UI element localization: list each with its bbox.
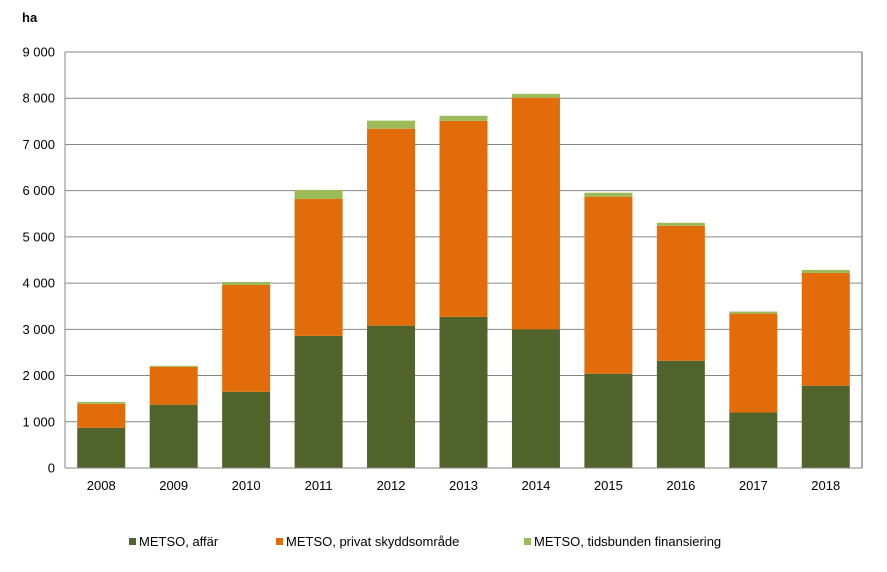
bar-segment-2015-series-1 bbox=[584, 196, 633, 374]
x-tick-label: 2015 bbox=[594, 478, 623, 493]
legend-swatch bbox=[129, 538, 136, 545]
bar-segment-2008-series-1 bbox=[77, 403, 126, 428]
bar-segment-2010-series-1 bbox=[222, 284, 271, 392]
x-tick-label: 2017 bbox=[739, 478, 768, 493]
bar-segment-2016-series-0 bbox=[656, 360, 705, 468]
y-tick-label: 3 000 bbox=[22, 322, 55, 337]
x-tick-label: 2010 bbox=[232, 478, 261, 493]
bar-segment-2017-series-1 bbox=[729, 313, 778, 413]
bar-segment-2008-series-2 bbox=[77, 401, 126, 404]
bar-segment-2018-series-1 bbox=[801, 272, 850, 386]
legend-swatch bbox=[276, 538, 283, 545]
y-tick-label: 1 000 bbox=[22, 414, 55, 429]
y-tick-label: 6 000 bbox=[22, 183, 55, 198]
y-tick-label: 9 000 bbox=[22, 45, 55, 60]
y-tick-label: 4 000 bbox=[22, 276, 55, 291]
bar-segment-2017-series-0 bbox=[729, 412, 778, 468]
y-axis-label: ha bbox=[22, 10, 38, 25]
y-tick-label: 5 000 bbox=[22, 229, 55, 244]
bar-segment-2013-series-0 bbox=[439, 316, 488, 468]
bar-segment-2010-series-2 bbox=[222, 281, 271, 285]
bar-segment-2011-series-2 bbox=[294, 189, 343, 199]
bar-segment-2010-series-0 bbox=[222, 391, 271, 468]
bar-segment-2012-series-1 bbox=[367, 128, 416, 326]
bar-segment-2014-series-0 bbox=[511, 329, 560, 468]
x-tick-label: 2014 bbox=[521, 478, 550, 493]
legend-label: METSO, privat skyddsområde bbox=[286, 534, 459, 549]
y-tick-label: 7 000 bbox=[22, 137, 55, 152]
x-tick-label: 2018 bbox=[811, 478, 840, 493]
bar-segment-2015-series-2 bbox=[584, 192, 633, 197]
x-tick-label: 2013 bbox=[449, 478, 478, 493]
x-tick-label: 2011 bbox=[305, 478, 333, 493]
bar-segment-2016-series-1 bbox=[656, 225, 705, 361]
y-tick-label: 8 000 bbox=[22, 91, 55, 106]
bar-segment-2016-series-2 bbox=[656, 222, 705, 226]
legend-label: METSO, tidsbunden finansiering bbox=[534, 534, 721, 549]
x-tick-label: 2016 bbox=[666, 478, 695, 493]
bar-segment-2013-series-1 bbox=[439, 120, 488, 317]
bar-segment-2013-series-2 bbox=[439, 115, 488, 121]
bar-segment-2018-series-0 bbox=[801, 385, 850, 468]
legend-swatch bbox=[524, 538, 531, 545]
bar-segment-2011-series-0 bbox=[294, 335, 343, 468]
bar-segment-2014-series-2 bbox=[511, 93, 560, 98]
bar-segment-2009-series-0 bbox=[149, 404, 198, 468]
bar-segment-2009-series-1 bbox=[149, 366, 198, 405]
bar-segment-2015-series-0 bbox=[584, 373, 633, 468]
bar-segment-2012-series-2 bbox=[367, 120, 416, 129]
bar-segment-2009-series-2 bbox=[149, 365, 198, 367]
x-tick-label: 2012 bbox=[377, 478, 406, 493]
y-tick-label: 0 bbox=[48, 461, 55, 476]
legend-label: METSO, affär bbox=[139, 534, 219, 549]
bar-segment-2018-series-2 bbox=[801, 269, 850, 273]
bar-segment-2012-series-0 bbox=[367, 325, 416, 468]
bar-segment-2011-series-1 bbox=[294, 198, 343, 336]
bar-segment-2017-series-2 bbox=[729, 311, 778, 314]
x-tick-label: 2008 bbox=[87, 478, 116, 493]
bar-segment-2008-series-0 bbox=[77, 427, 126, 468]
y-tick-label: 2 000 bbox=[22, 368, 55, 383]
bar-segment-2014-series-1 bbox=[511, 97, 560, 330]
x-tick-label: 2009 bbox=[159, 478, 188, 493]
